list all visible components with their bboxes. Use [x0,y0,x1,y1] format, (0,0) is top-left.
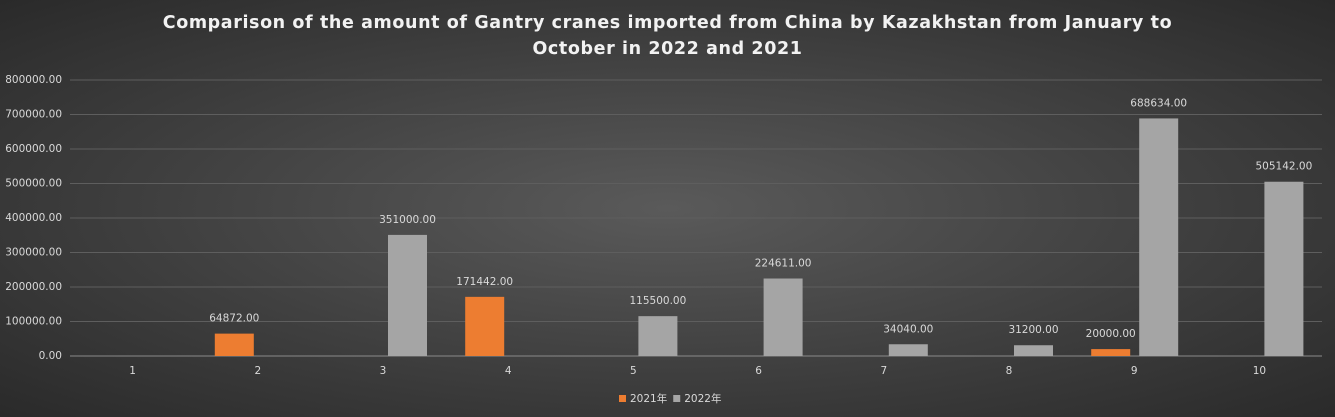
bar [1091,349,1131,356]
data-label: 505142.00 [1256,161,1313,173]
y-tick-label: 200000.00 [5,281,62,293]
data-label: 20000.00 [1086,328,1136,340]
x-tick-label: 9 [1131,365,1138,377]
y-tick-label: 700000.00 [5,109,62,121]
x-tick-label: 2 [254,365,261,377]
legend-label: 2021年 [630,392,667,405]
y-tick-label: 100000.00 [5,316,62,328]
bar [1014,345,1053,356]
bar [1139,118,1179,357]
y-tick-label: 300000.00 [5,247,62,259]
legend-swatch [673,395,681,402]
bar [638,316,678,356]
data-label: 351000.00 [379,214,436,226]
x-tick-label: 6 [755,365,762,377]
chart-title: Comparison of the amount of Gantry crane… [162,13,1173,59]
x-tick-label: 8 [1006,365,1013,377]
bar [888,344,928,356]
y-tick-label: 400000.00 [5,212,62,224]
data-label: 171442.00 [456,276,513,288]
x-tick-label: 7 [880,365,887,377]
y-tick-label: 600000.00 [5,143,62,155]
legend-swatch [619,395,626,402]
bar [1264,181,1304,356]
legend-label: 2022年 [684,392,721,405]
y-tick-label: 500000.00 [5,178,62,190]
x-tick-label: 5 [630,365,637,377]
data-label: 31200.00 [1008,324,1058,336]
data-label: 688634.00 [1130,97,1187,109]
bar [763,278,803,356]
bar [214,333,254,356]
y-tick-label: 800000.00 [5,74,62,86]
bar [388,234,427,356]
data-label: 115500.00 [630,295,687,307]
data-label: 34040.00 [883,323,933,335]
x-tick-label: 3 [380,365,387,377]
x-tick-label: 10 [1253,365,1266,377]
data-label: 64872.00 [209,313,259,325]
data-label: 224611.00 [755,258,812,270]
y-tick-label: 0.00 [39,350,62,362]
x-tick-label: 1 [129,365,136,377]
bar [465,296,505,356]
x-tick-label: 4 [505,365,512,377]
